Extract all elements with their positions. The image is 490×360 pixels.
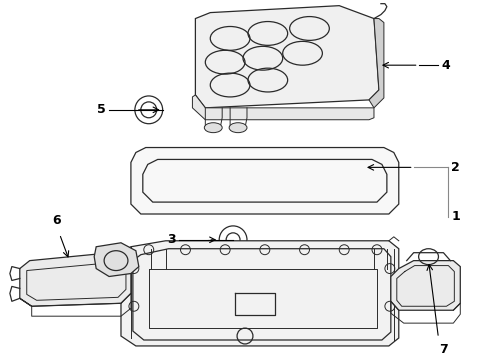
Text: 2: 2 [451, 161, 460, 174]
Polygon shape [121, 241, 399, 346]
Text: 6: 6 [52, 215, 61, 228]
Ellipse shape [204, 123, 222, 132]
Polygon shape [20, 254, 131, 306]
Text: 4: 4 [441, 59, 450, 72]
Polygon shape [131, 148, 399, 214]
Polygon shape [196, 6, 379, 108]
Ellipse shape [229, 123, 247, 132]
Text: 1: 1 [451, 211, 460, 224]
Polygon shape [193, 95, 374, 120]
Text: 7: 7 [439, 343, 448, 356]
Polygon shape [391, 261, 460, 310]
Text: 5: 5 [98, 103, 106, 116]
Polygon shape [94, 243, 139, 276]
Polygon shape [369, 19, 384, 108]
Text: 3: 3 [167, 233, 175, 246]
